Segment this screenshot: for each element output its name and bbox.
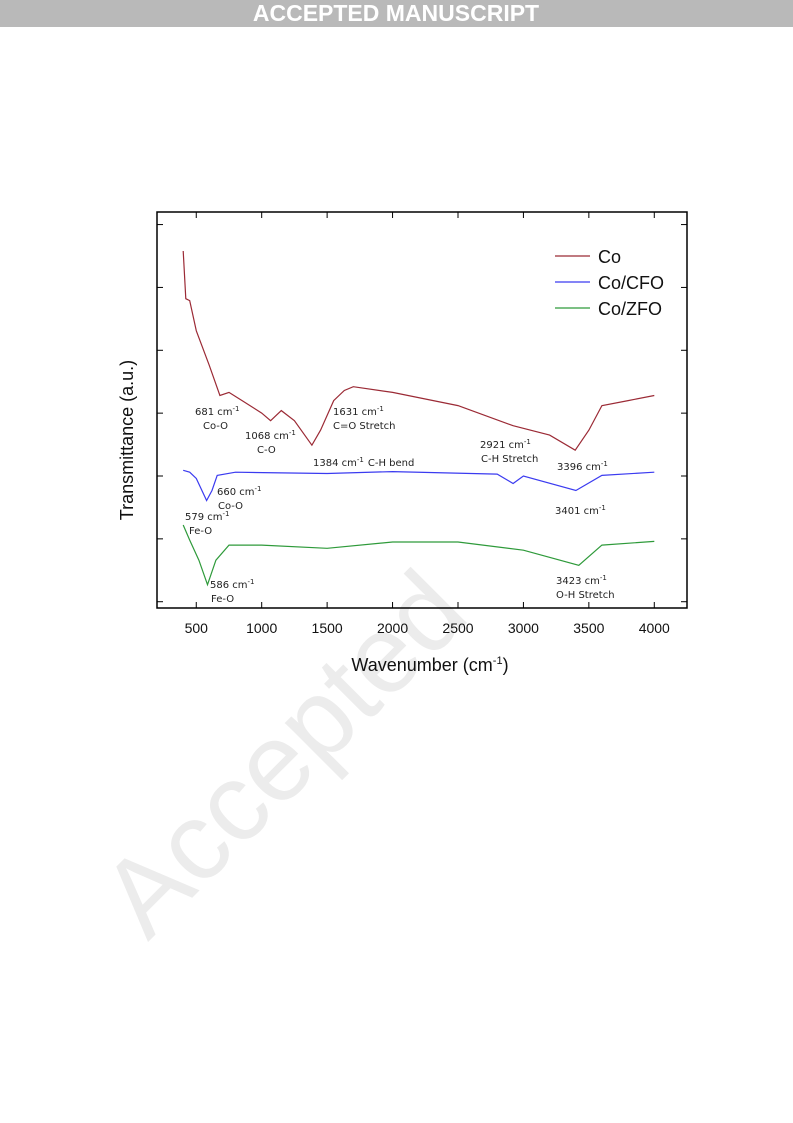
annotation-sup: -1	[233, 405, 240, 413]
annotation-sup: -1	[223, 510, 230, 518]
x-tick-label: 3500	[573, 620, 604, 636]
annotation: 579 cm-1	[185, 510, 230, 523]
annotation: 2921 cm-1	[480, 438, 531, 451]
annotation-value: 660 cm	[217, 487, 255, 498]
series-line	[182, 250, 655, 452]
annotation-value: 586 cm	[210, 580, 248, 591]
annotation-label: O-H Stretch	[556, 590, 615, 601]
annotation-label: C-H Stretch	[481, 454, 538, 465]
legend-label: Co	[598, 247, 621, 267]
annotation: 3423 cm-1	[556, 574, 607, 587]
annotation-sup: -1	[600, 574, 607, 582]
x-axis-label-text: Wavenumber (cm	[351, 655, 492, 675]
x-tick-label: 1500	[312, 620, 343, 636]
annotation: 3396 cm-1	[557, 460, 608, 473]
x-tick-label: 4000	[639, 620, 670, 636]
legend-label: Co/CFO	[598, 273, 664, 293]
x-axis-label: Wavenumber (cm-1)	[351, 655, 508, 675]
annotation: 660 cm-1	[217, 485, 262, 498]
legend-label: Co/ZFO	[598, 299, 662, 319]
y-axis-label: Transmittance (a.u.)	[117, 360, 137, 520]
annotation-label: Co-O	[203, 421, 228, 432]
annotation-sup: -1	[248, 578, 255, 586]
chart: 500 1000 1500 2000 2500 3000 3500 4000 Co Co/CFO C…	[117, 211, 688, 675]
annotation-sup: -1	[357, 456, 364, 464]
annotation: 1384 cm-1 C-H bend	[313, 456, 414, 469]
annotation-value: 3423 cm	[556, 576, 600, 587]
x-axis-label-sup: -1	[493, 655, 503, 667]
annotation-value: 1384 cm	[313, 458, 357, 469]
annotation-label: C-O	[257, 445, 276, 456]
annotation: 1631 cm-1	[333, 405, 384, 418]
annotation: 586 cm-1	[210, 578, 255, 591]
annotation: 1068 cm-1	[245, 429, 296, 442]
annotation-label: Co-O	[218, 501, 243, 512]
x-tick-label: 2500	[442, 620, 473, 636]
annotation: 3401 cm-1	[555, 504, 606, 517]
annotation-label: Fe-O	[211, 594, 234, 605]
header-title: ACCEPTED MANUSCRIPT	[253, 0, 539, 26]
x-axis-label-end: )	[503, 655, 509, 675]
annotation-value: 1068 cm	[245, 431, 289, 442]
annotation-label: C-H bend	[368, 458, 414, 469]
plot-frame	[156, 211, 688, 609]
annotation-value: 3401 cm	[555, 506, 599, 517]
annotation-value: 1631 cm	[333, 407, 377, 418]
annotation-value: 681 cm	[195, 407, 233, 418]
annotation-value: 579 cm	[185, 512, 223, 523]
x-tick-label: 1000	[246, 620, 277, 636]
annotation-sup: -1	[599, 504, 606, 512]
annotation-value: 3396 cm	[557, 462, 601, 473]
series-line	[183, 469, 655, 502]
annotation-sup: -1	[377, 405, 384, 413]
annotation: 681 cm-1	[195, 405, 240, 418]
annotation-label: Fe-O	[189, 526, 212, 537]
x-tick-label: 3000	[508, 620, 539, 636]
annotation-value: 2921 cm	[480, 440, 524, 451]
annotation-label: C=O Stretch	[333, 421, 395, 432]
header-bar	[0, 0, 793, 27]
annotation-sup: -1	[524, 438, 531, 446]
annotation-sup: -1	[289, 429, 296, 437]
annotation-sup: -1	[255, 485, 262, 493]
x-tick-label: 2000	[377, 620, 408, 636]
x-tick-label: 500	[185, 620, 209, 636]
annotation-sup: -1	[601, 460, 608, 468]
watermark: Accepted	[78, 548, 489, 959]
series-line	[182, 524, 655, 587]
